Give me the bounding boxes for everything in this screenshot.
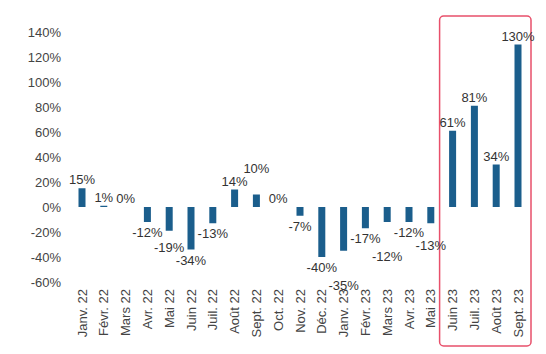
x-tick-label: Avr. 22 [140,289,155,329]
bar [384,207,391,222]
x-tick-label: Mai 22 [162,289,177,328]
bar [231,190,238,208]
x-tick-label: Janv. 22 [75,289,90,337]
highlight-box [440,16,531,346]
x-tick-label: Déc. 22 [314,289,329,334]
x-tick-label: Janv. 23 [336,289,351,337]
x-tick-label: Juil. 22 [205,289,220,330]
bars [79,45,522,258]
y-tick-label: -40% [31,250,62,265]
data-label: 1% [94,190,113,205]
bar [100,206,107,207]
y-tick-label: -60% [31,275,62,290]
bar [144,207,151,222]
data-label: 61% [440,115,466,130]
y-tick-label: -20% [31,225,62,240]
bar [515,45,522,208]
data-label: 14% [222,174,248,189]
y-tick-label: 20% [35,175,61,190]
x-tick-label: Juin 22 [184,289,199,331]
y-tick-label: 80% [35,100,61,115]
x-tick-label: Août 22 [227,289,242,334]
x-tick-label: Juil. 23 [467,289,482,330]
x-tick-label: Mars 22 [118,289,133,336]
bar [188,207,195,250]
chart: -60% -40% -20% 0% 20% 40% 60% 80% 100% 120% 140% 15… [0,0,546,354]
bar [427,207,434,223]
data-label: 10% [243,161,269,176]
bar [406,207,413,222]
data-label: -40% [307,260,338,275]
data-label: -12% [372,249,403,264]
data-label: -17% [350,231,381,246]
y-tick-label: 120% [28,50,62,65]
x-axis: Janv. 22 Févr. 22 Mars 22 Avr. 22 Mai 22 Juin… [75,289,526,337]
y-tick-label: 0% [42,200,61,215]
x-tick-label: Juin 23 [445,289,460,331]
data-label: -13% [416,238,447,253]
bar [253,195,260,208]
data-label: 0% [269,191,288,206]
x-tick-label: Avr. 23 [402,289,417,329]
bar [340,207,347,251]
data-label: -13% [198,226,229,241]
data-label: -34% [176,253,207,268]
bar [471,106,478,207]
x-tick-label: Févr. 23 [358,289,373,336]
bar [275,207,282,208]
x-tick-label: Févr. 22 [96,289,111,336]
data-label: -7% [288,219,312,234]
data-label: -12% [132,225,163,240]
data-label: 15% [69,172,95,187]
bar [318,207,325,257]
y-axis: -60% -40% -20% 0% 20% 40% 60% 80% 100% 120% 140% [28,25,62,290]
x-tick-label: Sept. 22 [249,289,264,337]
data-label: 81% [461,90,487,105]
bar [79,188,86,207]
bar [209,207,216,223]
y-tick-label: 60% [35,125,61,140]
data-label: 130% [501,29,535,44]
bar [297,207,304,216]
x-tick-label: Août 23 [489,289,504,334]
y-tick-label: 140% [28,25,62,40]
bar [362,207,369,228]
x-tick-label: Mars 23 [380,289,395,336]
x-tick-label: Mai 23 [423,289,438,328]
data-label: 34% [483,149,509,164]
x-tick-label: Nov. 22 [293,289,308,333]
x-tick-label: Oct. 22 [271,289,286,331]
y-tick-label: 100% [28,75,62,90]
bar [166,207,173,231]
data-label: 0% [116,191,135,206]
bar [122,207,129,208]
y-tick-label: 40% [35,150,61,165]
bar [493,165,500,208]
bar [449,131,456,207]
data-labels: 15%1%0%-12%-19%-34%-13%14%10%0%-7%-40%-3… [69,29,535,293]
x-tick-label: Sept. 23 [511,289,526,337]
